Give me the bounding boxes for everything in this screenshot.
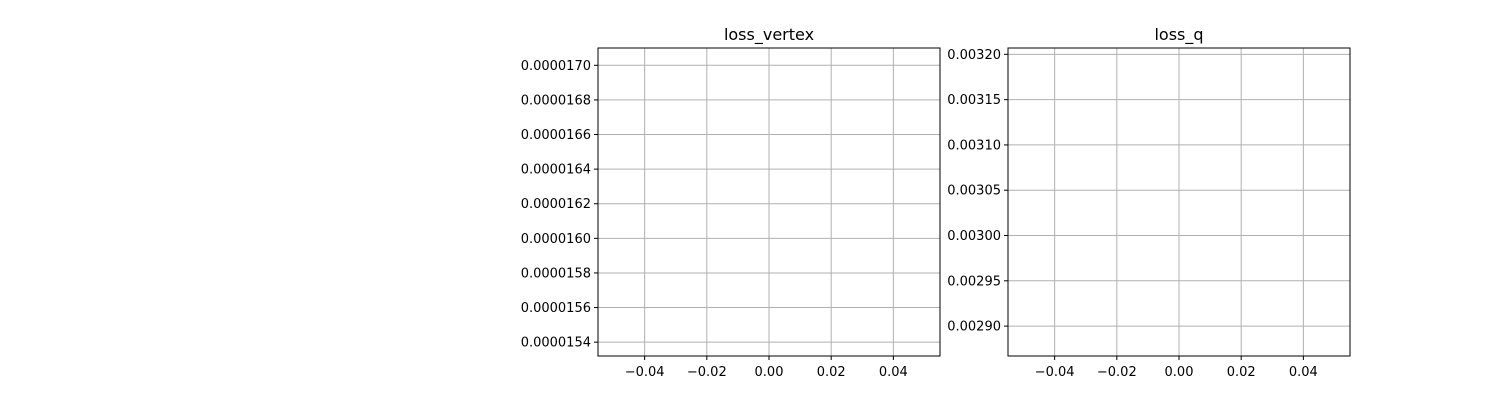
y-tick-label: 0.00310: [947, 138, 1001, 153]
x-axis-ticks: −0.04 −0.02 0.00 0.02 0.04: [625, 356, 908, 380]
y-tick-label: 0.00295: [947, 274, 1001, 289]
y-tick-label: 0.0000154: [521, 336, 591, 351]
x-tick-label: −0.04: [625, 365, 665, 380]
y-tick-label: 0.0000156: [521, 301, 591, 316]
y-tick-label: 0.00315: [947, 93, 1001, 108]
x-tick-label: 0.00: [755, 365, 784, 380]
x-tick-label: 0.00: [1165, 365, 1194, 380]
x-tick-label: 0.02: [1227, 365, 1256, 380]
axes-frame: [597, 47, 941, 357]
y-axis-ticks: 0.0000154 0.0000156 0.0000158 0.0000160 0.00…: [521, 59, 598, 351]
axes-frame: [1007, 47, 1351, 357]
y-tick-label: 0.0000162: [521, 197, 591, 212]
y-tick-label: 0.0000164: [521, 163, 591, 178]
x-tick-label: −0.04: [1035, 365, 1075, 380]
grid-lines: [1008, 48, 1350, 356]
y-tick-label: 0.0000160: [521, 232, 591, 247]
x-tick-label: −0.02: [1097, 365, 1137, 380]
y-tick-label: 0.0000166: [521, 128, 591, 143]
y-axis-ticks: 0.00290 0.00295 0.00300 0.00305 0.00310 0.003…: [947, 48, 1008, 335]
chart-title: loss_q: [1154, 25, 1203, 45]
x-tick-label: −0.02: [687, 365, 727, 380]
x-axis-ticks: −0.04 −0.02 0.00 0.02 0.04: [1035, 356, 1318, 380]
x-tick-label: 0.04: [879, 365, 908, 380]
y-tick-label: 0.00320: [947, 48, 1001, 63]
y-tick-label: 0.00305: [947, 184, 1001, 199]
y-tick-label: 0.0000170: [521, 59, 591, 74]
grid-lines: [598, 48, 940, 356]
x-tick-label: 0.02: [817, 365, 846, 380]
chart-title: loss_vertex: [724, 25, 814, 45]
x-tick-label: 0.04: [1289, 365, 1318, 380]
y-tick-label: 0.00300: [947, 229, 1001, 244]
y-tick-label: 0.0000168: [521, 93, 591, 108]
subplot-loss-q: −0.04 −0.02 0.00 0.02 0.04 0.002900.002950.0…: [947, 25, 1351, 380]
subplot-loss-vertex: −0.04 −0.02 0.00 0.02 0.04 0.00001540.000015…: [521, 25, 941, 380]
y-tick-label: 0.00290: [947, 320, 1001, 335]
y-tick-label: 0.0000158: [521, 266, 591, 281]
